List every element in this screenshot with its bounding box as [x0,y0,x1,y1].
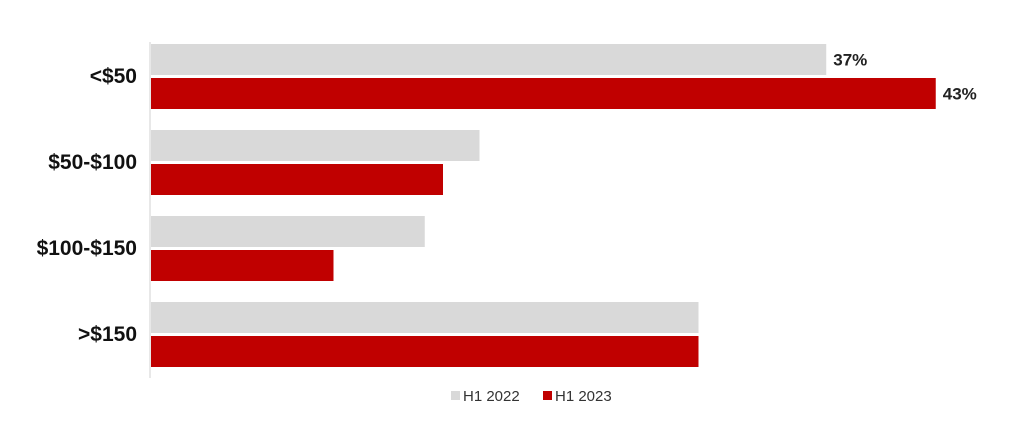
bar-h1-2022 [151,130,480,161]
bar-h1-2023 [151,336,699,367]
category-label: $100-$150 [37,237,137,260]
legend-swatch [543,391,552,400]
legend-label: H1 2023 [555,388,612,405]
legend-label: H1 2022 [463,388,520,405]
category-label: <$50 [90,65,137,88]
bar-h1-2023 [151,78,936,109]
bar-h1-2023 [151,250,334,281]
bar-h1-2022 [151,216,425,247]
bar-h1-2022 [151,44,827,75]
category-label: $50-$100 [48,151,137,174]
bar-h1-2022 [151,302,699,333]
category-label: >$150 [78,323,137,346]
data-label: 37% [833,51,867,70]
legend: H1 2022 H1 2023 [451,388,612,405]
data-label: 43% [943,85,977,104]
legend-swatch [451,391,460,400]
bar-h1-2023 [151,164,443,195]
